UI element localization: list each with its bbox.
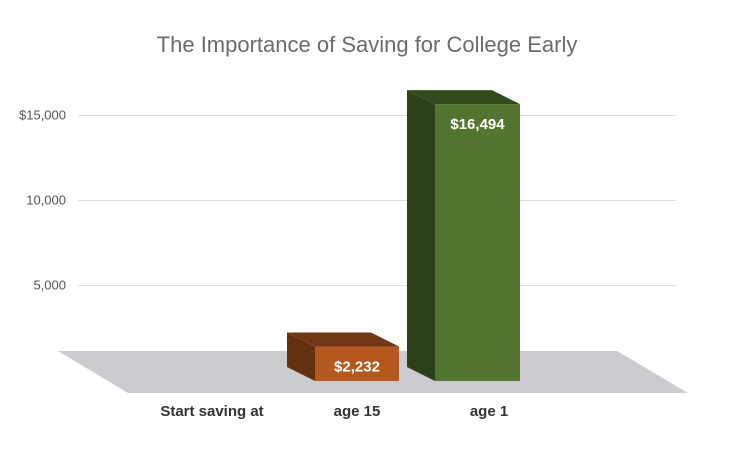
category-label: age 1 <box>470 403 508 420</box>
bar-top <box>407 90 520 105</box>
bar-side <box>407 90 435 382</box>
category-label: age 15 <box>334 403 381 420</box>
bar: $16,494 <box>407 90 520 382</box>
bar-value-label: $2,232 <box>334 359 380 376</box>
bar: $2,232 <box>287 332 399 381</box>
gridlines <box>78 115 676 286</box>
bars: $2,232 $16,494 <box>287 90 520 382</box>
y-tick-label: 10,000 <box>26 193 66 208</box>
y-tick-label: 5,000 <box>33 278 66 293</box>
x-axis: Start saving at age 15 age 1 <box>160 403 508 420</box>
chart-title: The Importance of Saving for College Ear… <box>157 32 578 57</box>
bar-side <box>287 332 315 381</box>
bar-front <box>435 104 520 382</box>
bar-top <box>287 332 399 347</box>
y-axis: 5,000 10,000 $15,000 <box>19 108 66 293</box>
bar-front <box>315 346 399 381</box>
x-axis-prefix-label: Start saving at <box>160 403 263 420</box>
y-tick-label: $15,000 <box>19 108 66 123</box>
bar-value-label: $16,494 <box>450 116 505 133</box>
